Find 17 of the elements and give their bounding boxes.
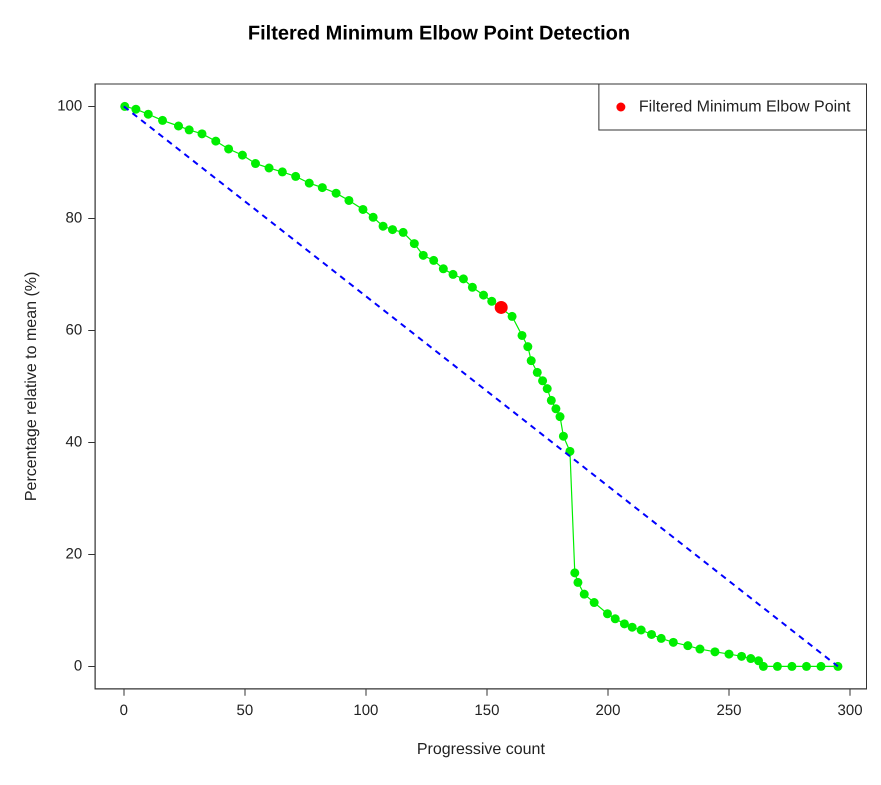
y-tick-label: 80: [66, 210, 82, 227]
y-tick-label: 0: [74, 658, 82, 675]
x-tick-label: 50: [236, 702, 254, 719]
x-tick-label: 150: [474, 702, 500, 719]
x-tick-label: 200: [595, 702, 620, 719]
x-tick-label: 300: [838, 702, 863, 719]
x-axis-title: Progressive count: [416, 740, 546, 758]
x-tick-label: 250: [716, 702, 742, 719]
y-tick-label: 20: [66, 546, 82, 563]
y-axis-title: Percentage relative to mean (%): [23, 272, 40, 502]
chart-title: Filtered Minimum Elbow Point Detection: [248, 22, 630, 45]
legend-label: Filtered Minimum Elbow Point: [638, 98, 852, 116]
y-tick-label: 100: [57, 98, 82, 115]
y-tick-label: 60: [66, 322, 82, 339]
x-tick-label: 0: [120, 702, 128, 719]
y-tick-label: 40: [66, 434, 82, 451]
x-tick-label: 100: [353, 702, 378, 719]
